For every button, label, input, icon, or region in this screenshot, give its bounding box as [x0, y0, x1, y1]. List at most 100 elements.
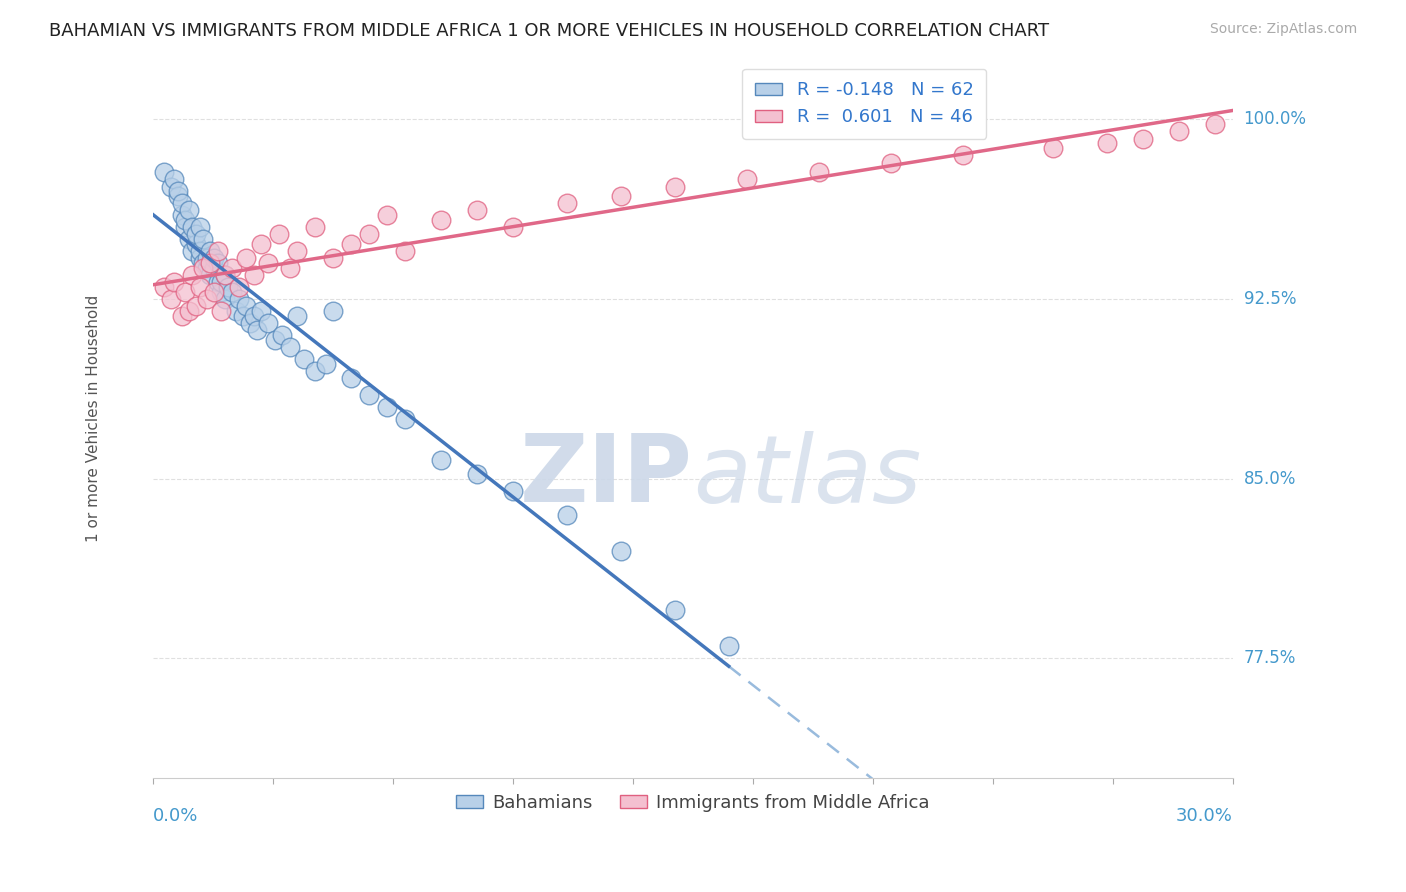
Point	[465, 467, 488, 481]
Point	[207, 244, 229, 259]
Point	[228, 292, 250, 306]
Point	[285, 244, 308, 259]
Text: 77.5%: 77.5%	[1243, 649, 1296, 667]
Point	[174, 220, 197, 235]
Point	[357, 388, 380, 402]
Point	[159, 292, 181, 306]
Point	[209, 304, 232, 318]
Point	[555, 196, 578, 211]
Point	[735, 172, 758, 186]
Point	[184, 237, 207, 252]
Point	[394, 244, 416, 259]
Point	[375, 208, 398, 222]
Point	[429, 452, 451, 467]
Point	[195, 292, 218, 306]
Point	[214, 268, 236, 282]
Point	[235, 299, 257, 313]
Point	[429, 213, 451, 227]
Point	[184, 299, 207, 313]
Point	[177, 232, 200, 246]
Point	[163, 172, 186, 186]
Point	[242, 309, 264, 323]
Point	[375, 400, 398, 414]
Point	[202, 285, 225, 299]
Point	[315, 357, 337, 371]
Point	[502, 483, 524, 498]
Point	[249, 304, 271, 318]
Point	[502, 220, 524, 235]
Point	[246, 323, 269, 337]
Point	[188, 280, 211, 294]
Text: 100.0%: 100.0%	[1243, 111, 1306, 128]
Point	[181, 220, 204, 235]
Point	[249, 237, 271, 252]
Point	[1095, 136, 1118, 151]
Point	[664, 603, 686, 617]
Point	[207, 256, 229, 270]
Point	[285, 309, 308, 323]
Text: 0.0%: 0.0%	[153, 806, 198, 825]
Text: 92.5%: 92.5%	[1243, 290, 1296, 308]
Point	[880, 155, 903, 169]
Point	[170, 208, 193, 222]
Point	[232, 309, 254, 323]
Point	[221, 285, 243, 299]
Point	[257, 316, 280, 330]
Point	[214, 268, 236, 282]
Point	[200, 256, 222, 270]
Point	[184, 227, 207, 242]
Point	[304, 364, 326, 378]
Point	[202, 252, 225, 266]
Point	[200, 244, 222, 259]
Point	[221, 260, 243, 275]
Point	[267, 227, 290, 242]
Text: 85.0%: 85.0%	[1243, 470, 1296, 488]
Point	[257, 256, 280, 270]
Point	[209, 275, 232, 289]
Point	[271, 328, 294, 343]
Point	[217, 280, 239, 294]
Point	[1167, 124, 1189, 138]
Point	[278, 260, 301, 275]
Point	[339, 237, 361, 252]
Point	[322, 252, 344, 266]
Point	[195, 252, 218, 266]
Point	[191, 260, 214, 275]
Point	[717, 640, 740, 654]
Point	[181, 268, 204, 282]
Point	[207, 275, 229, 289]
Point	[209, 285, 232, 299]
Point	[339, 371, 361, 385]
Point	[235, 252, 257, 266]
Point	[1132, 131, 1154, 145]
Point	[181, 244, 204, 259]
Point	[242, 268, 264, 282]
Point	[609, 543, 631, 558]
Point	[200, 268, 222, 282]
Text: ZIP: ZIP	[520, 430, 693, 523]
Point	[609, 189, 631, 203]
Point	[322, 304, 344, 318]
Legend: Bahamians, Immigrants from Middle Africa: Bahamians, Immigrants from Middle Africa	[449, 787, 936, 819]
Text: atlas: atlas	[693, 431, 921, 522]
Point	[465, 203, 488, 218]
Point	[177, 304, 200, 318]
Point	[1204, 117, 1226, 131]
Point	[664, 179, 686, 194]
Point	[188, 244, 211, 259]
Point	[195, 260, 218, 275]
Point	[292, 351, 315, 366]
Point	[152, 280, 174, 294]
Point	[214, 292, 236, 306]
Text: 30.0%: 30.0%	[1175, 806, 1233, 825]
Point	[264, 333, 287, 347]
Point	[170, 196, 193, 211]
Point	[357, 227, 380, 242]
Point	[225, 304, 247, 318]
Point	[191, 256, 214, 270]
Point	[177, 203, 200, 218]
Point	[174, 285, 197, 299]
Point	[304, 220, 326, 235]
Point	[952, 148, 974, 162]
Point	[239, 316, 262, 330]
